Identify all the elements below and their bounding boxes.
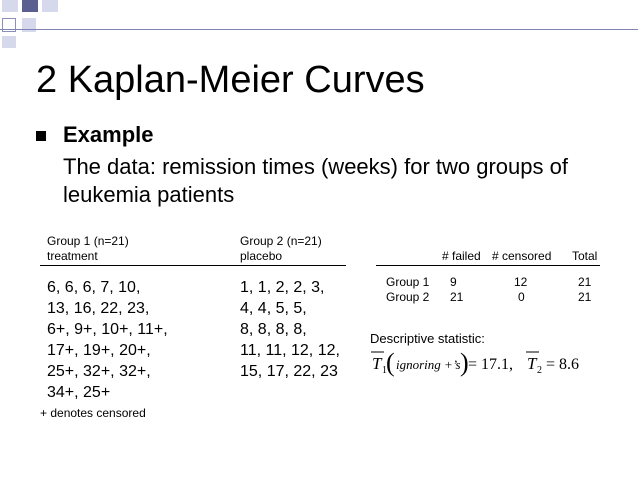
descriptive-label: Descriptive statistic: [370,331,485,346]
group2-line: 8, 8, 8, 8, [240,321,307,338]
table-row-label: Group 2 [386,290,430,304]
group1-line: 6+, 9+, 10+, 11+, [47,321,168,338]
table-cell-total: 21 [578,275,592,289]
summary-table: # failed # censored Total Group 1 9 12 2… [370,248,610,308]
t2-symbol: T [527,354,538,373]
group1-line: 25+, 32+, 32+, [47,363,151,380]
t1-value: = 17.1, [468,356,513,373]
group1-rule [40,265,226,266]
group1-header: Group 1 (n=21) [47,234,129,248]
column-header: Total [572,249,598,263]
t2-subscript: 2 [537,365,542,376]
t1-subscript: 1 [382,365,387,376]
deco-square [2,18,16,32]
t1-symbol: T [372,354,383,373]
table-cell-total: 21 [578,290,592,304]
deco-square [42,0,58,12]
example-description: The data: remission times (weeks) for tw… [63,154,568,207]
group2-data: 1, 1, 2, 2, 3, 4, 4, 5, 5, 8, 8, 8, 8, 1… [240,277,340,382]
group2-line: 1, 1, 2, 2, 3, [240,279,325,296]
table-rule [376,265,600,266]
close-paren: ) [460,348,469,377]
header-rule [0,29,638,30]
column-header: # failed [442,249,481,263]
t1-qualifier: ignoring +’s [396,357,461,372]
deco-square [22,0,38,12]
group2-subheader: placebo [240,249,283,263]
deco-square [22,18,36,32]
group2-rule [226,265,346,266]
example-heading: Example [63,122,154,147]
deco-square [2,0,18,12]
group1-line: 34+, 25+ [47,384,111,401]
open-paren: ( [386,348,395,377]
group1-subheader: treatment [47,249,98,263]
table-row-label: Group 1 [386,275,430,289]
table-cell-failed: 21 [450,290,464,304]
table-cell-failed: 9 [450,275,457,289]
descriptive-formula: T 1 ( ignoring +’s ) = 17.1, T 2 = 8.6 [371,348,579,377]
group2-line: 4, 4, 5, 5, [240,300,307,317]
group2-line: 11, 11, 12, 12, [240,342,340,359]
group1-line: 13, 16, 22, 23, [47,300,150,317]
censor-note: + denotes censored [40,406,146,420]
group1-line: 6, 6, 6, 7, 10, [47,279,141,296]
group2-line: 15, 17, 22, 23 [240,363,338,380]
bullet-icon [36,131,46,141]
column-header: # censored [492,249,552,263]
deco-square [2,36,16,48]
table-cell-censored: 0 [518,290,525,304]
t2-value: = 8.6 [546,356,579,373]
group2-header: Group 2 (n=21) [240,234,322,248]
group1-data: 6, 6, 6, 7, 10, 13, 16, 22, 23, 6+, 9+, … [47,277,168,403]
slide-title: 2 Kaplan-Meier Curves [36,59,425,101]
group1-line: 17+, 19+, 20+, [47,342,151,359]
table-cell-censored: 12 [514,275,528,289]
